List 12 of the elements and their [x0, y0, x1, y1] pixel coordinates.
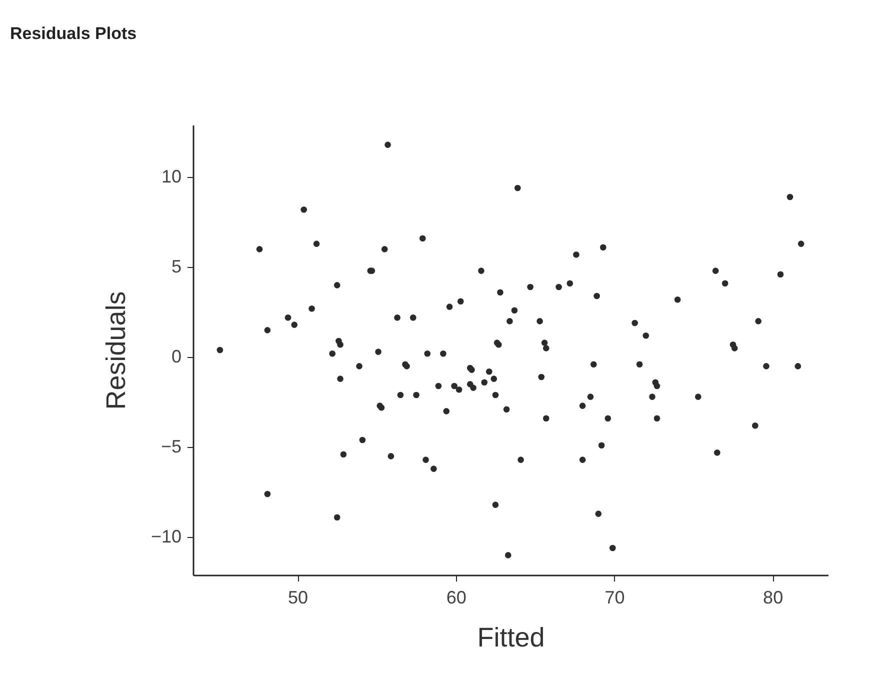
x-tick-label: 70: [604, 588, 625, 608]
y-tick-label: 10: [161, 166, 182, 187]
y-tick-label: 5: [171, 256, 182, 277]
y-tick-label: −10: [150, 526, 182, 547]
x-tick-label: 80: [763, 588, 784, 608]
x-tick-label: 50: [288, 588, 308, 608]
x-tick-label: 60: [446, 588, 466, 608]
y-axis-title: Residuals: [100, 291, 131, 410]
x-axis-title: Fitted: [477, 622, 545, 652]
y-tick-label: −5: [160, 436, 182, 457]
y-tick-label: 0: [171, 346, 182, 367]
chart-title: Residuals Plots: [10, 24, 137, 43]
